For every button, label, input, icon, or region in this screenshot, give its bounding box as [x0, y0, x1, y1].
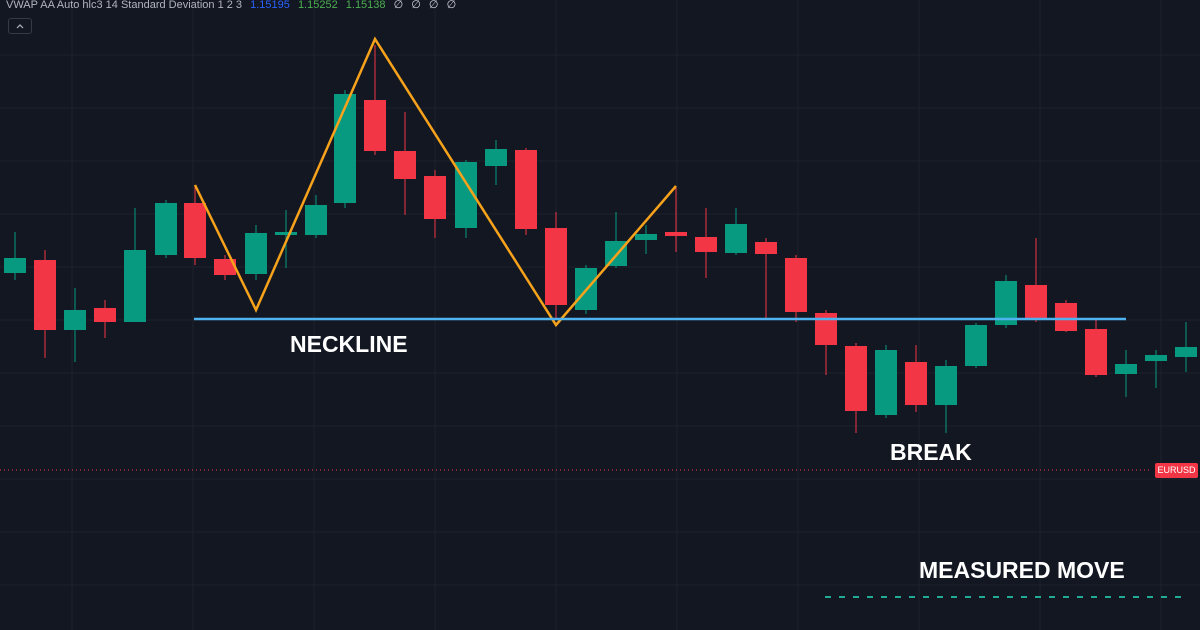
break-label: BREAK: [890, 439, 972, 465]
candle: [1055, 300, 1077, 332]
symbol-tag: EURUSD: [1155, 463, 1198, 478]
candle-body: [635, 234, 657, 240]
candle-body: [785, 258, 807, 312]
candle-body: [424, 176, 446, 219]
candle: [725, 208, 747, 255]
candle: [424, 170, 446, 238]
neckline-label: NECKLINE: [290, 331, 408, 357]
candle-body: [1055, 303, 1077, 331]
candle: [305, 195, 327, 238]
candle-body: [695, 237, 717, 252]
candle: [875, 345, 897, 418]
candle-body: [815, 313, 837, 345]
candle: [515, 148, 537, 235]
candle: [665, 188, 687, 252]
indicator-value: 1.15195: [250, 0, 290, 11]
candle-body: [34, 260, 56, 330]
pattern-zigzag: [193, 36, 677, 328]
candle-body: [1115, 364, 1137, 374]
indicator-legend: VWAP AA Auto hlc3 14 Standard Deviation …: [6, 0, 461, 12]
candle-body: [364, 100, 386, 151]
candle: [785, 255, 807, 322]
candle-body: [94, 308, 116, 322]
candle: [184, 185, 206, 265]
candle-body: [184, 203, 206, 258]
candle-body: [1085, 329, 1107, 375]
candle-body: [875, 350, 897, 415]
candle-body: [305, 205, 327, 235]
candle-body: [64, 310, 86, 330]
candle-body: [905, 362, 927, 405]
indicator-name: VWAP AA Auto hlc3 14 Standard Deviation …: [6, 0, 243, 11]
candle-body: [4, 258, 26, 273]
candle-body: [485, 149, 507, 166]
candle: [695, 208, 717, 278]
candle-body: [455, 162, 477, 228]
indicator-value: ∅: [446, 0, 457, 11]
candle: [214, 255, 236, 280]
caret-icon: [16, 24, 24, 29]
candle: [845, 343, 867, 433]
candle: [245, 225, 267, 280]
candle: [94, 300, 116, 338]
candle: [1085, 318, 1107, 377]
candle: [4, 232, 26, 280]
candle-body: [725, 224, 747, 253]
candle: [905, 345, 927, 412]
candle: [1175, 322, 1197, 372]
candle: [1145, 350, 1167, 388]
candle: [755, 238, 777, 318]
candle-body: [1025, 285, 1047, 320]
candle-body: [155, 203, 177, 255]
measured-move-label: MEASURED MOVE: [919, 557, 1125, 583]
candle: [455, 160, 477, 238]
candle: [364, 45, 386, 155]
candle-body: [1175, 347, 1197, 357]
candle: [605, 212, 627, 268]
collapse-button[interactable]: [8, 18, 32, 34]
candle: [124, 208, 146, 322]
candle-body: [394, 151, 416, 179]
candle-body: [275, 232, 297, 235]
candle-body: [515, 150, 537, 229]
indicator-value: ∅: [428, 0, 439, 11]
candle: [935, 360, 957, 433]
candle-body: [245, 233, 267, 274]
candle: [1115, 350, 1137, 397]
candle-body: [545, 228, 567, 305]
candles: [4, 45, 1197, 433]
candle-body: [214, 259, 236, 275]
indicator-value: ∅: [393, 0, 404, 11]
candle-body: [665, 232, 687, 236]
candle: [545, 212, 567, 318]
candle: [155, 200, 177, 258]
indicator-value: 1.15138: [345, 0, 386, 11]
candle-body: [755, 242, 777, 254]
candle: [485, 140, 507, 185]
candle-body: [995, 281, 1017, 325]
candle: [64, 288, 86, 362]
candle: [965, 323, 987, 368]
candle-body: [935, 366, 957, 405]
candle-body: [965, 325, 987, 366]
candle: [34, 250, 56, 358]
candle: [815, 310, 837, 375]
candle: [394, 112, 416, 215]
indicator-value: 1.15252: [297, 0, 338, 11]
indicator-value: ∅: [411, 0, 421, 11]
candle: [635, 225, 657, 254]
candle-body: [845, 346, 867, 411]
candle-body: [124, 250, 146, 322]
candle: [1025, 238, 1047, 322]
candle-body: [1145, 355, 1167, 361]
